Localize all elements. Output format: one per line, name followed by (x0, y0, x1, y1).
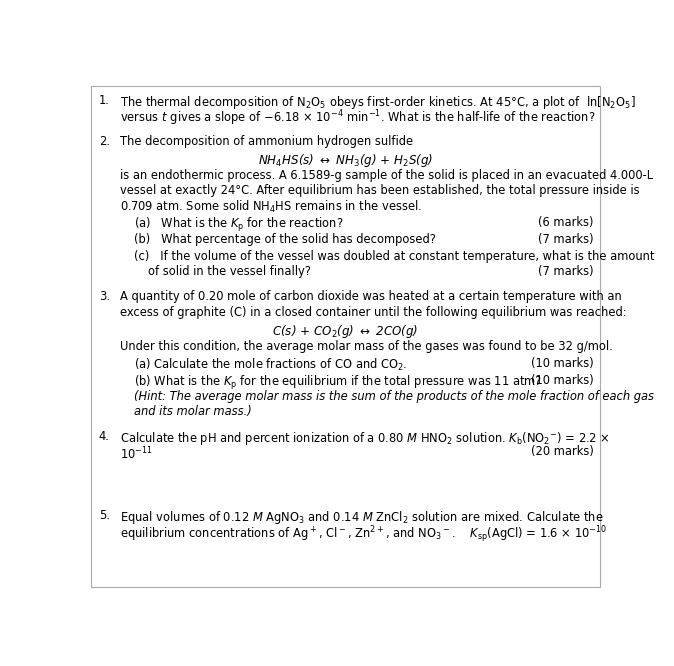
Text: 10$^{-11}$: 10$^{-11}$ (120, 446, 153, 462)
Text: is an endothermic process. A 6.1589-g sample of the solid is placed in an evacua: is an endothermic process. A 6.1589-g sa… (120, 168, 653, 182)
Text: A quantity of 0.20 mole of carbon dioxide was heated at a certain temperature wi: A quantity of 0.20 mole of carbon dioxid… (120, 290, 621, 304)
Text: (6 marks): (6 marks) (538, 216, 594, 229)
Text: (a) Calculate the mole fractions of CO and CO$_2$.: (a) Calculate the mole fractions of CO a… (134, 357, 407, 373)
Text: (a)   What is the $K_\mathrm{p}$ for the reaction?: (a) What is the $K_\mathrm{p}$ for the r… (134, 216, 343, 234)
Text: (7 marks): (7 marks) (538, 264, 594, 278)
Text: Calculate the pH and percent ionization of a 0.80 $M$ HNO$_2$ solution. $K_\math: Calculate the pH and percent ionization … (120, 430, 609, 448)
Text: The decomposition of ammonium hydrogen sulfide: The decomposition of ammonium hydrogen s… (120, 135, 413, 148)
Text: 2.: 2. (99, 135, 110, 148)
Text: excess of graphite (C) in a closed container until the following equilibrium was: excess of graphite (C) in a closed conta… (120, 306, 626, 318)
FancyBboxPatch shape (90, 86, 601, 587)
Text: NH$_4$HS($s$) $\leftrightarrow$ NH$_3$($g$) + H$_2$S($g$): NH$_4$HS($s$) $\leftrightarrow$ NH$_3$($… (257, 152, 433, 169)
Text: vessel at exactly 24°C. After equilibrium has been established, the total pressu: vessel at exactly 24°C. After equilibriu… (120, 184, 640, 196)
Text: 3.: 3. (99, 290, 110, 304)
Text: 5.: 5. (99, 509, 110, 522)
Text: (10 marks): (10 marks) (531, 357, 594, 370)
Text: (b)   What percentage of the solid has decomposed?: (b) What percentage of the solid has dec… (134, 233, 436, 246)
Text: (7 marks): (7 marks) (538, 233, 594, 246)
Text: 0.709 atm. Some solid NH$_4$HS remains in the vessel.: 0.709 atm. Some solid NH$_4$HS remains i… (120, 199, 422, 215)
Text: equilibrium concentrations of Ag$^+$, Cl$^-$, Zn$^{2+}$, and NO$_3$$^-$.    $K_\: equilibrium concentrations of Ag$^+$, Cl… (120, 524, 607, 545)
Text: (b) What is the $K_\mathrm{p}$ for the equilibrium if the total pressure was 11 : (b) What is the $K_\mathrm{p}$ for the e… (134, 374, 542, 392)
Text: versus $t$ gives a slope of $-$6.18 × 10$^{-4}$ min$^{-1}$. What is the half-lif: versus $t$ gives a slope of $-$6.18 × 10… (120, 109, 595, 129)
Text: (Hint: The average molar mass is the sum of the products of the mole fraction of: (Hint: The average molar mass is the sum… (134, 390, 654, 402)
Text: and its molar mass.): and its molar mass.) (134, 405, 251, 418)
Text: C($s$) + CO$_2$($g$) $\leftrightarrow$ 2CO($g$): C($s$) + CO$_2$($g$) $\leftrightarrow$ 2… (272, 323, 419, 340)
Text: of solid in the vessel finally?: of solid in the vessel finally? (148, 264, 311, 278)
Text: Equal volumes of 0.12 $M$ AgNO$_3$ and 0.14 $M$ ZnCl$_2$ solution are mixed. Cal: Equal volumes of 0.12 $M$ AgNO$_3$ and 0… (120, 509, 603, 526)
Text: (20 marks): (20 marks) (530, 446, 594, 458)
Text: (10 marks): (10 marks) (531, 374, 594, 387)
Text: Under this condition, the average molar mass of the gases was found to be 32 g/m: Under this condition, the average molar … (120, 340, 613, 352)
Text: The thermal decomposition of N$_2$O$_5$ obeys first-order kinetics. At 45°C, a p: The thermal decomposition of N$_2$O$_5$ … (120, 94, 636, 111)
Text: (c)   If the volume of the vessel was doubled at constant temperature, what is t: (c) If the volume of the vessel was doub… (134, 250, 654, 262)
Text: 1.: 1. (99, 94, 110, 107)
Text: 4.: 4. (99, 430, 110, 444)
